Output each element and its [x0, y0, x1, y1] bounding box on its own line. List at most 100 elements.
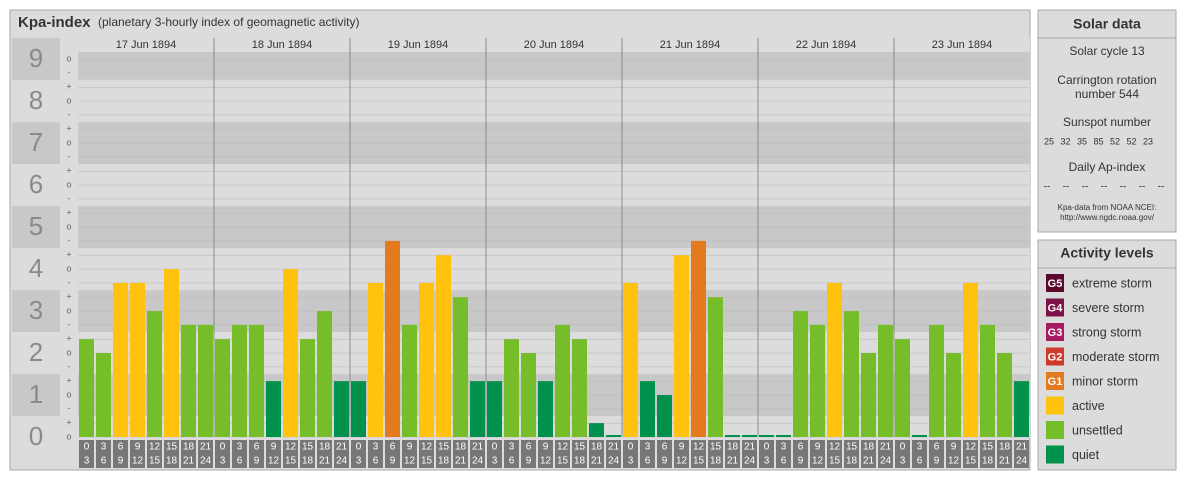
hour-box: [742, 440, 757, 468]
legend-label: strong storm: [1072, 325, 1141, 339]
sunspot-value: 32: [1060, 136, 1070, 146]
y-tick-label: 1: [29, 379, 43, 409]
kp-bar: [657, 395, 672, 437]
kp-bar: [759, 435, 774, 437]
hour-start: 0: [84, 442, 90, 453]
minor-tick-label: +: [66, 376, 71, 386]
level-box: [12, 290, 60, 333]
kp-bar: [79, 339, 94, 437]
hour-end: 18: [710, 456, 722, 467]
kp-bar: [470, 381, 485, 437]
hour-start: 6: [934, 442, 940, 453]
day-label: 18 Jun 1894: [252, 39, 313, 51]
sunspot-value: 85: [1093, 136, 1103, 146]
minor-tick-label: o: [66, 263, 71, 273]
hour-end: 12: [132, 456, 144, 467]
hour-box: [895, 440, 910, 468]
y-tick-label: 9: [29, 43, 43, 73]
hour-start: 15: [710, 442, 722, 453]
hour-start: 12: [693, 442, 705, 453]
hour-end: 3: [356, 456, 362, 467]
hour-start: 12: [421, 442, 433, 453]
kp-bar: [861, 353, 876, 437]
y-tick-label: 6: [29, 169, 43, 199]
hour-box: [351, 440, 366, 468]
hour-start: 0: [900, 442, 906, 453]
minor-tick-label: +: [66, 334, 71, 344]
ap-value: --: [1044, 182, 1051, 193]
hour-start: 9: [407, 442, 413, 453]
hour-end: 9: [662, 456, 668, 467]
legend-code: G4: [1048, 302, 1064, 314]
hour-box: [810, 440, 825, 468]
hour-start: 3: [645, 442, 651, 453]
minor-tick-label: +: [66, 124, 71, 134]
hour-end: 24: [1016, 456, 1028, 467]
hour-end: 3: [492, 456, 498, 467]
kp-bar: [283, 269, 298, 437]
legend-label: unsettled: [1072, 423, 1123, 437]
hour-start: 15: [574, 442, 586, 453]
kp-bar: [130, 282, 145, 437]
kp-bar: [708, 297, 723, 437]
kp-bar: [232, 324, 247, 437]
legend-label: minor storm: [1072, 374, 1138, 388]
hour-end: 3: [900, 456, 906, 467]
ap-value: --: [1139, 182, 1146, 193]
legend-code: G5: [1048, 278, 1063, 290]
sunspot-value: 35: [1077, 136, 1087, 146]
minor-tick-label: +: [66, 208, 71, 218]
kp-bar: [487, 381, 502, 437]
kp-bar: [368, 282, 383, 437]
hour-end: 18: [302, 456, 314, 467]
kp-bar: [198, 324, 213, 437]
hour-end: 24: [200, 456, 212, 467]
hour-start: 21: [1016, 442, 1028, 453]
hour-end: 3: [220, 456, 226, 467]
hour-start: 15: [302, 442, 314, 453]
level-band: [78, 416, 1030, 438]
hour-box: [181, 440, 196, 468]
hour-box: [385, 440, 400, 468]
hour-end: 15: [421, 456, 433, 467]
sunspot-value: 52: [1110, 136, 1120, 146]
hour-start: 15: [846, 442, 858, 453]
ap-value: --: [1082, 182, 1089, 193]
hour-box: [589, 440, 604, 468]
hour-end: 21: [727, 456, 739, 467]
legend-label: moderate storm: [1072, 350, 1160, 364]
sunspot-value: 23: [1143, 136, 1153, 146]
hour-box: [215, 440, 230, 468]
minor-tick-label: -: [68, 109, 71, 119]
solar-title: Solar data: [1073, 16, 1141, 32]
hour-end: 15: [829, 456, 841, 467]
minor-tick-label: -: [68, 361, 71, 371]
hour-box: [572, 440, 587, 468]
hour-end: 21: [319, 456, 331, 467]
hour-box: [946, 440, 961, 468]
hour-start: 0: [356, 442, 362, 453]
hour-start: 12: [557, 442, 569, 453]
hour-end: 15: [965, 456, 977, 467]
hour-end: 24: [472, 456, 484, 467]
hour-end: 6: [917, 456, 923, 467]
hour-box: [79, 440, 94, 468]
hour-box: [334, 440, 349, 468]
hour-start: 18: [455, 442, 467, 453]
kp-bar: [929, 324, 944, 437]
legend-title: Activity levels: [1060, 245, 1154, 261]
day-label: 23 Jun 1894: [932, 39, 993, 51]
hour-start: 6: [662, 442, 668, 453]
kp-bar: [640, 381, 655, 437]
hour-start: 21: [336, 442, 348, 453]
y-tick-label: 3: [29, 295, 43, 325]
solar-panel: [1037, 9, 1177, 233]
hour-start: 18: [727, 442, 739, 453]
kp-bar: [946, 353, 961, 437]
minor-tick-label: -: [68, 151, 71, 161]
hour-box: [861, 440, 876, 468]
kp-bar: [810, 324, 825, 437]
hour-box: [793, 440, 808, 468]
kp-bar: [453, 297, 468, 437]
hour-end: 9: [934, 456, 940, 467]
